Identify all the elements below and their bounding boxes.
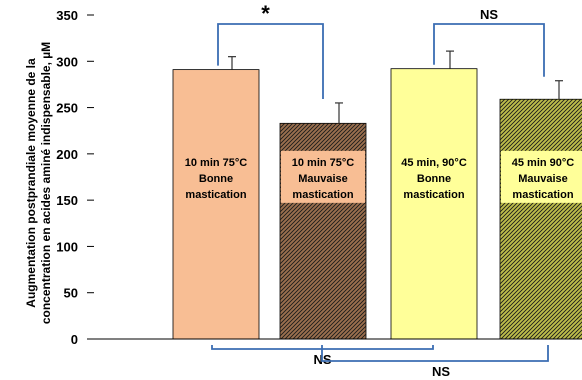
bar-label: Bonne — [199, 173, 233, 185]
bar-label-box — [281, 150, 365, 203]
y-tick-label: 150 — [56, 193, 78, 208]
bar-label: Bonne — [417, 173, 451, 185]
bar-label: mastication — [403, 189, 464, 201]
bar-label: 10 min 75°C — [185, 157, 248, 169]
y-tick-label: 250 — [56, 101, 78, 116]
bar-label-box — [174, 150, 258, 203]
significance-label: * — [261, 1, 270, 26]
bar-label: Mauvaise — [518, 173, 568, 185]
y-tick-label: 100 — [56, 239, 78, 254]
significance-bracket — [217, 23, 324, 99]
bar-label: mastication — [185, 189, 246, 201]
significance-label: NS — [480, 7, 498, 22]
bar-label: 45 min 90°C — [512, 157, 575, 169]
y-tick-label: 200 — [56, 147, 78, 162]
bar — [390, 68, 478, 340]
y-tick-label: 300 — [56, 54, 78, 69]
significance-bracket — [433, 23, 545, 77]
bar-label-box — [501, 150, 582, 203]
y-axis-label-line2: concentration en acides aminé indispensa… — [39, 42, 53, 324]
bar-label: mastication — [292, 189, 353, 201]
bar-label: Mauvaise — [298, 173, 348, 185]
y-tick-label: 350 — [56, 8, 78, 23]
y-axis-label: Augmentation postprandiale moyenne de la… — [24, 42, 53, 324]
significance-label: NS — [432, 364, 450, 379]
bar-hatch — [500, 99, 582, 340]
bar — [172, 69, 260, 340]
significance-bracket — [321, 345, 549, 362]
y-axis-label-line1: Augmentation postprandiale moyenne de la — [24, 58, 38, 308]
bars: 10 min 75°C Bonne mastication 10 min 75°C Ma… — [87, 50, 582, 340]
y-tick-label: 0 — [71, 332, 78, 347]
bar-label-box — [392, 150, 476, 203]
y-tick-label: 50 — [64, 286, 78, 301]
bar-label: 45 min, 90°C — [401, 157, 467, 169]
y-axis: 0 50 100 150 200 250 300 350 — [56, 8, 94, 347]
bar-label: 10 min 75°C — [292, 157, 355, 169]
bar-label: mastication — [512, 189, 573, 201]
